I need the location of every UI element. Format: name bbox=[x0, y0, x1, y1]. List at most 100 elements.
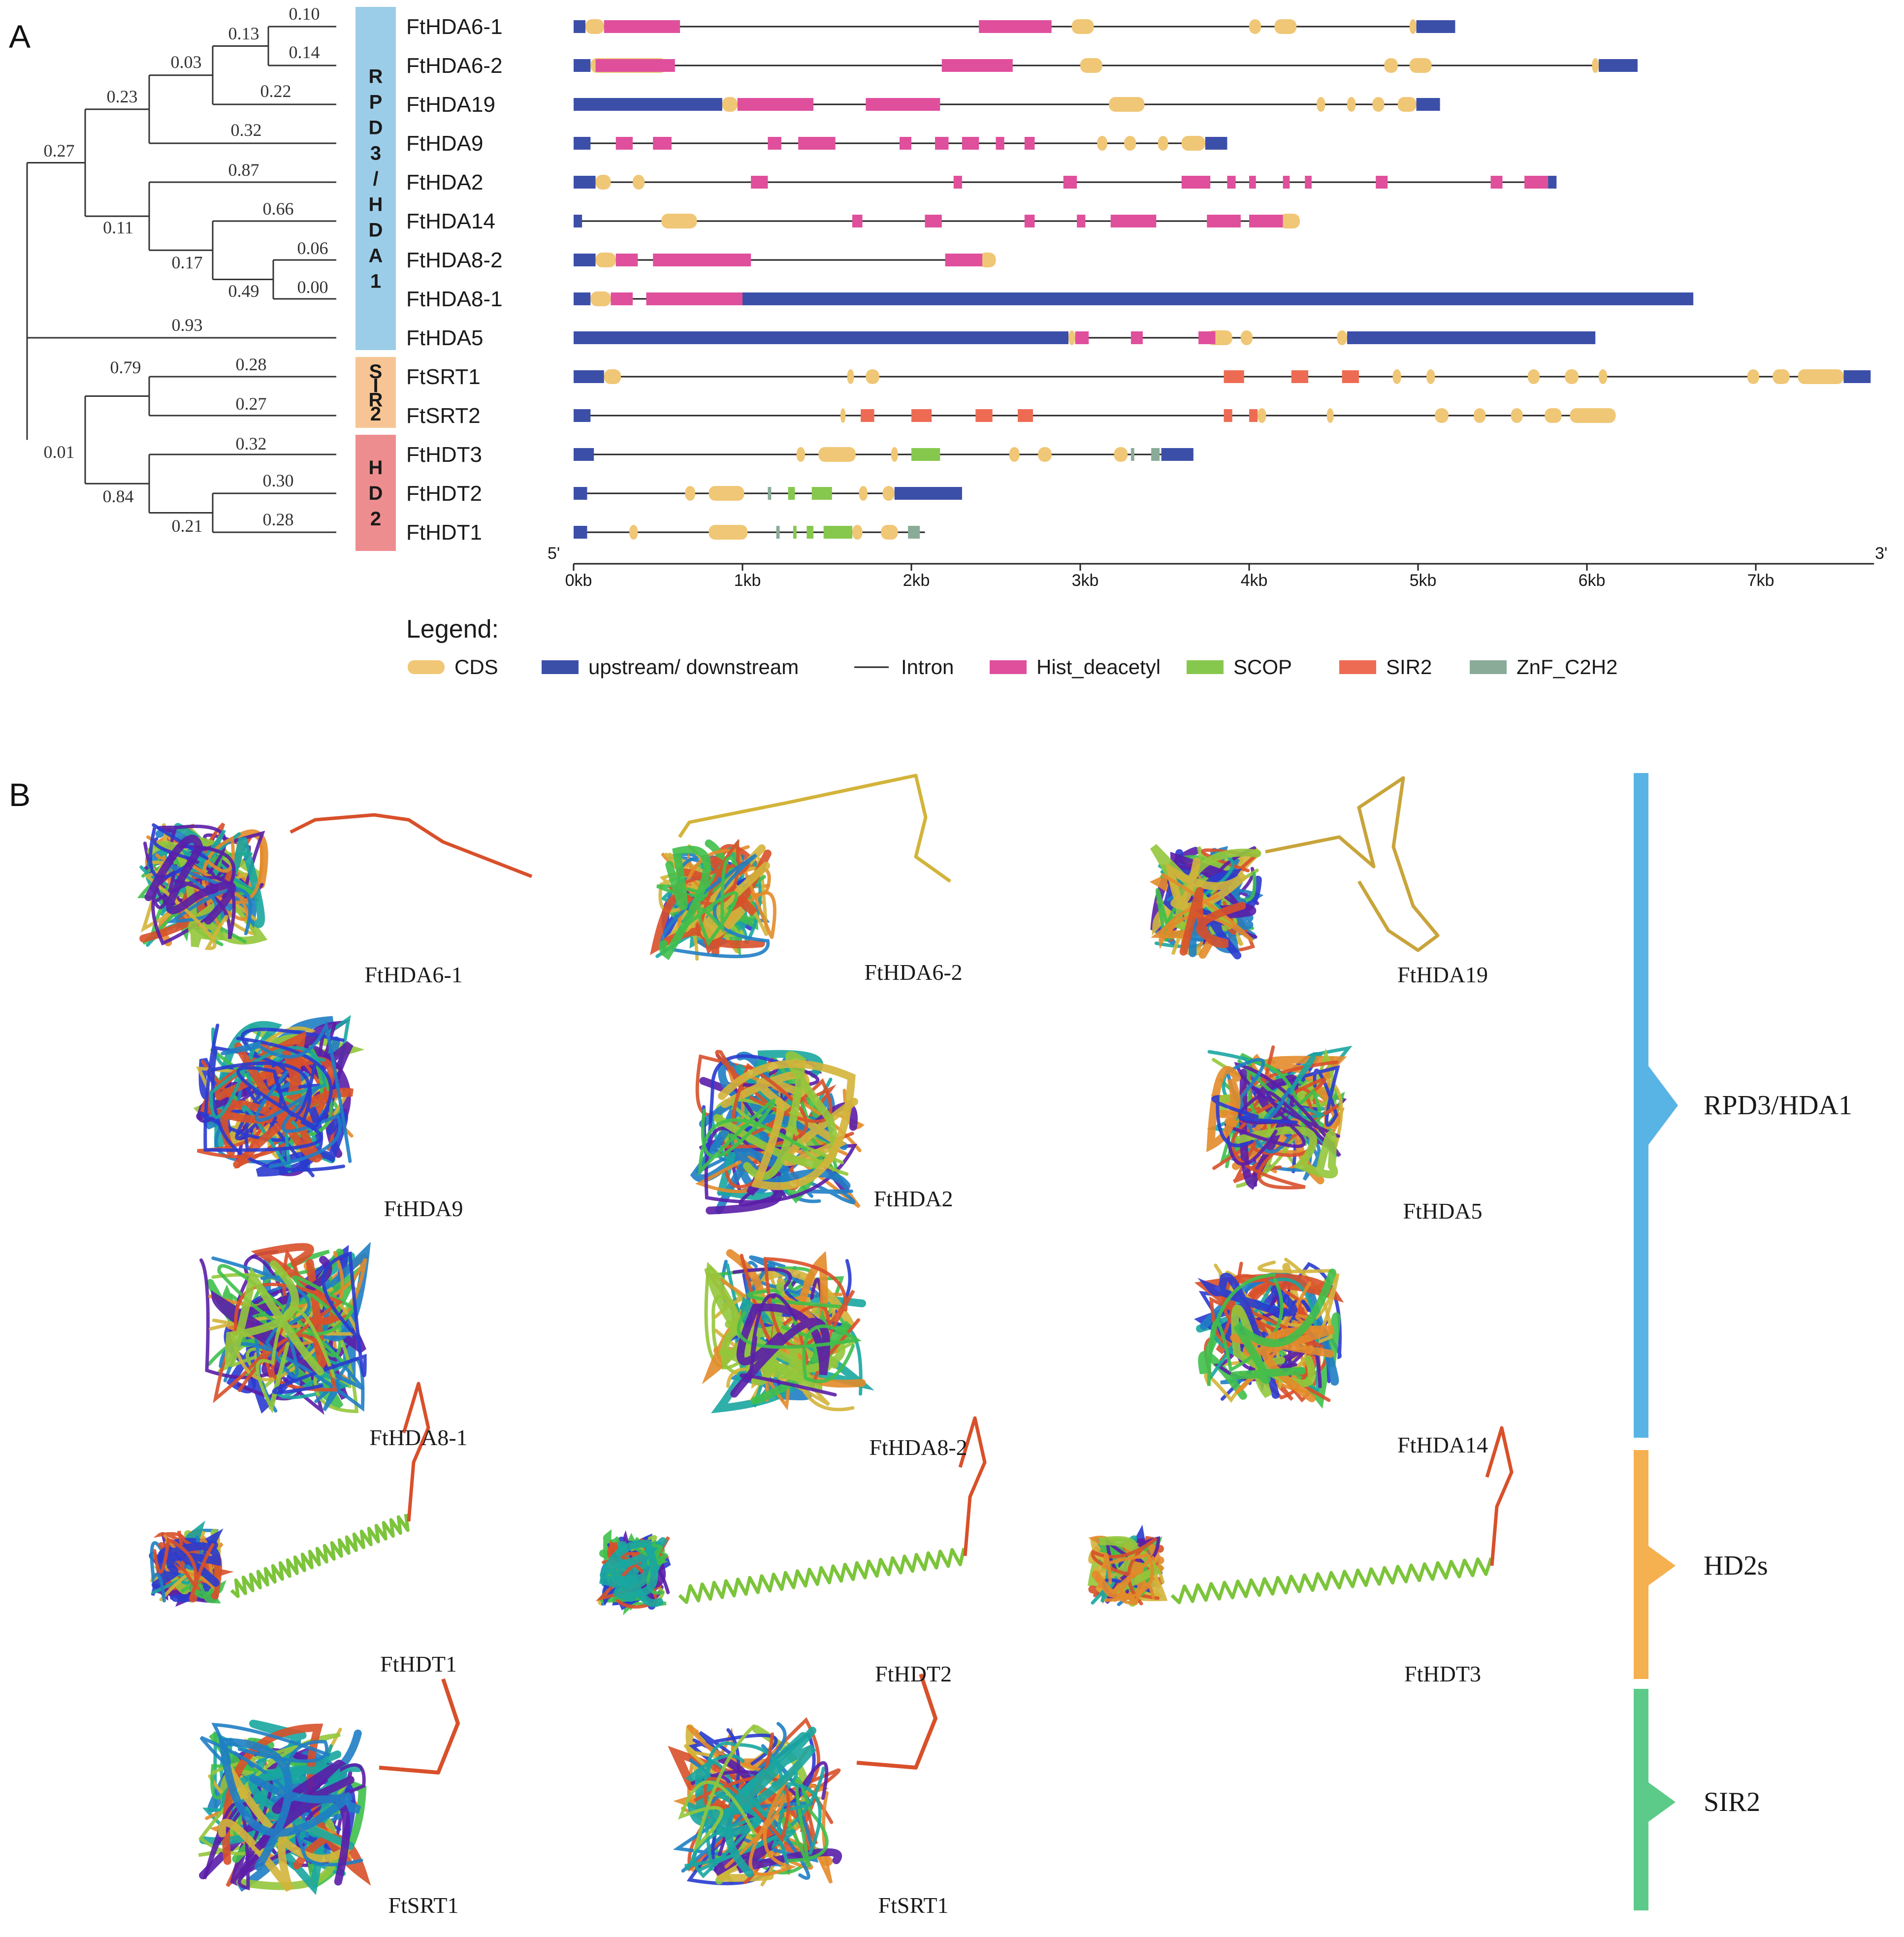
gene-feature-cds bbox=[979, 253, 996, 267]
gene-feature-cds bbox=[796, 447, 805, 462]
gene-feature-cds bbox=[891, 447, 898, 462]
three-prime-label: 3' bbox=[1875, 544, 1887, 563]
gene-feature-cds bbox=[604, 369, 621, 384]
family-label: SIR2 bbox=[1704, 1787, 1760, 1817]
branch-length-label: 0.11 bbox=[103, 218, 133, 237]
gene-feature-cds bbox=[661, 214, 697, 228]
gene-feature-hd bbox=[852, 215, 863, 227]
legend-label: Hist_deacetyl bbox=[1036, 655, 1161, 678]
legend-label: Intron bbox=[901, 655, 954, 678]
group-bar-letter: R bbox=[369, 389, 383, 411]
branch-length-label: 0.10 bbox=[289, 4, 320, 24]
gene-feature-hd bbox=[925, 215, 942, 227]
gene-feature-cds bbox=[882, 486, 895, 501]
branch-length-label: 0.21 bbox=[172, 516, 203, 536]
gene-feature-znf bbox=[1130, 448, 1134, 461]
gene-feature-cds bbox=[840, 408, 846, 423]
gene-feature-scop bbox=[823, 526, 852, 539]
structure-label: FtHDA8-1 bbox=[369, 1425, 467, 1450]
coil-segment bbox=[290, 813, 533, 878]
gene-feature-cds bbox=[881, 525, 898, 540]
gene-name: FtHDT3 bbox=[406, 443, 482, 467]
structure-label: FtHDA2 bbox=[873, 1186, 953, 1211]
structure-label: FtHDA8-2 bbox=[869, 1435, 967, 1460]
gene-feature-cds bbox=[1317, 97, 1325, 112]
gene-name: FtHDA19 bbox=[406, 93, 495, 117]
group-bar-letter: 2 bbox=[370, 403, 381, 425]
coil-segment bbox=[1485, 1426, 1514, 1566]
gene-feature-up bbox=[574, 98, 722, 111]
gene-feature-cds bbox=[1071, 19, 1094, 34]
gene-feature-sir bbox=[911, 409, 932, 422]
gene-feature-cds bbox=[685, 486, 695, 501]
group-bar-letter: / bbox=[373, 168, 378, 190]
gene-feature-sir bbox=[1342, 370, 1359, 383]
gene-feature-sir bbox=[1249, 409, 1258, 422]
gene-feature-up bbox=[574, 487, 587, 500]
gene-feature-hd bbox=[653, 137, 672, 150]
coil-segment bbox=[402, 1382, 430, 1522]
kb-scale-axis: 0kb 1kb 2kb 3kb 4kb 5kb 6kb 7kb 5' 3' bbox=[548, 544, 1887, 590]
gene-feature-cds bbox=[1038, 447, 1052, 462]
group-bar-letter: D bbox=[369, 220, 383, 241]
gene-name: FtSRT2 bbox=[406, 404, 481, 428]
axis-tick-label: 0kb bbox=[565, 571, 592, 590]
gene-feature-scop bbox=[793, 526, 797, 539]
gene-feature-hd bbox=[1181, 176, 1211, 189]
coil-segment bbox=[958, 1416, 987, 1556]
gene-feature-hd bbox=[1130, 331, 1143, 344]
family-side-bars: RPD3/HDA1 HD2s SIR2 bbox=[1634, 773, 1852, 1910]
gene-feature-sir bbox=[1224, 409, 1232, 422]
gene-feature-hd bbox=[653, 254, 751, 266]
gene-feature-up bbox=[1161, 448, 1194, 461]
protein-ribbon bbox=[1150, 844, 1264, 960]
gene-feature-up bbox=[1347, 331, 1596, 344]
structure-label: FtHDA14 bbox=[1397, 1432, 1488, 1457]
gene-feature-hd bbox=[1490, 176, 1503, 189]
gene-feature-hd bbox=[1024, 137, 1035, 150]
structure-label: FtHDA5 bbox=[1403, 1198, 1482, 1224]
five-prime-label: 5' bbox=[548, 544, 560, 563]
branch-length-label: 0.66 bbox=[263, 199, 294, 219]
branch-length-label: 0.23 bbox=[107, 87, 138, 106]
gene-name: FtHDA14 bbox=[406, 209, 495, 233]
family-label: RPD3/HDA1 bbox=[1704, 1090, 1852, 1121]
gene-feature-hd bbox=[945, 254, 983, 266]
gene-feature-scop bbox=[807, 526, 814, 539]
gene-feature-cds bbox=[1258, 408, 1266, 423]
gene-feature-up bbox=[742, 292, 1694, 305]
gene-feature-hd bbox=[1249, 176, 1256, 189]
gene-feature-sir bbox=[975, 409, 993, 422]
gene-feature-cds bbox=[1109, 97, 1145, 112]
gene-feature-cds bbox=[1326, 408, 1334, 423]
gene-feature-up bbox=[1205, 137, 1227, 150]
legend-swatch bbox=[1470, 660, 1507, 674]
group-bar-letter: H bbox=[369, 194, 383, 216]
gene-feature-znf bbox=[908, 526, 920, 539]
group-bar-letter: S bbox=[369, 361, 383, 383]
group-bar-letter: R bbox=[369, 66, 383, 88]
gene-feature-cds bbox=[1181, 136, 1205, 151]
gene-feature-cds bbox=[629, 525, 638, 540]
gene-feature-cds bbox=[585, 19, 604, 34]
gene-feature-scop bbox=[811, 487, 832, 500]
gene-feature-znf bbox=[776, 526, 780, 539]
axis-tick-label: 6kb bbox=[1579, 571, 1606, 590]
gene-feature-cds bbox=[818, 447, 856, 462]
gene-feature-cds bbox=[1372, 97, 1385, 112]
panel-b-label: B bbox=[9, 776, 31, 813]
branch-length-label: 0.22 bbox=[260, 81, 291, 101]
protein-ribbon bbox=[668, 1717, 842, 1887]
gene-feature-scop bbox=[788, 487, 795, 500]
gene-feature-sir bbox=[1224, 370, 1244, 383]
gene-feature-cds bbox=[1409, 19, 1417, 34]
gene-feature-hd bbox=[646, 292, 742, 305]
gene-feature-up bbox=[1416, 20, 1455, 33]
legend-swatch bbox=[1339, 660, 1376, 674]
gene-feature-cds bbox=[1474, 408, 1486, 423]
gene-feature-up bbox=[1548, 176, 1557, 189]
gene-feature-cds bbox=[1527, 369, 1540, 384]
gene-feature-cds bbox=[590, 291, 611, 306]
gene-feature-hd bbox=[1283, 176, 1290, 189]
gene-feature-cds bbox=[1747, 369, 1759, 384]
